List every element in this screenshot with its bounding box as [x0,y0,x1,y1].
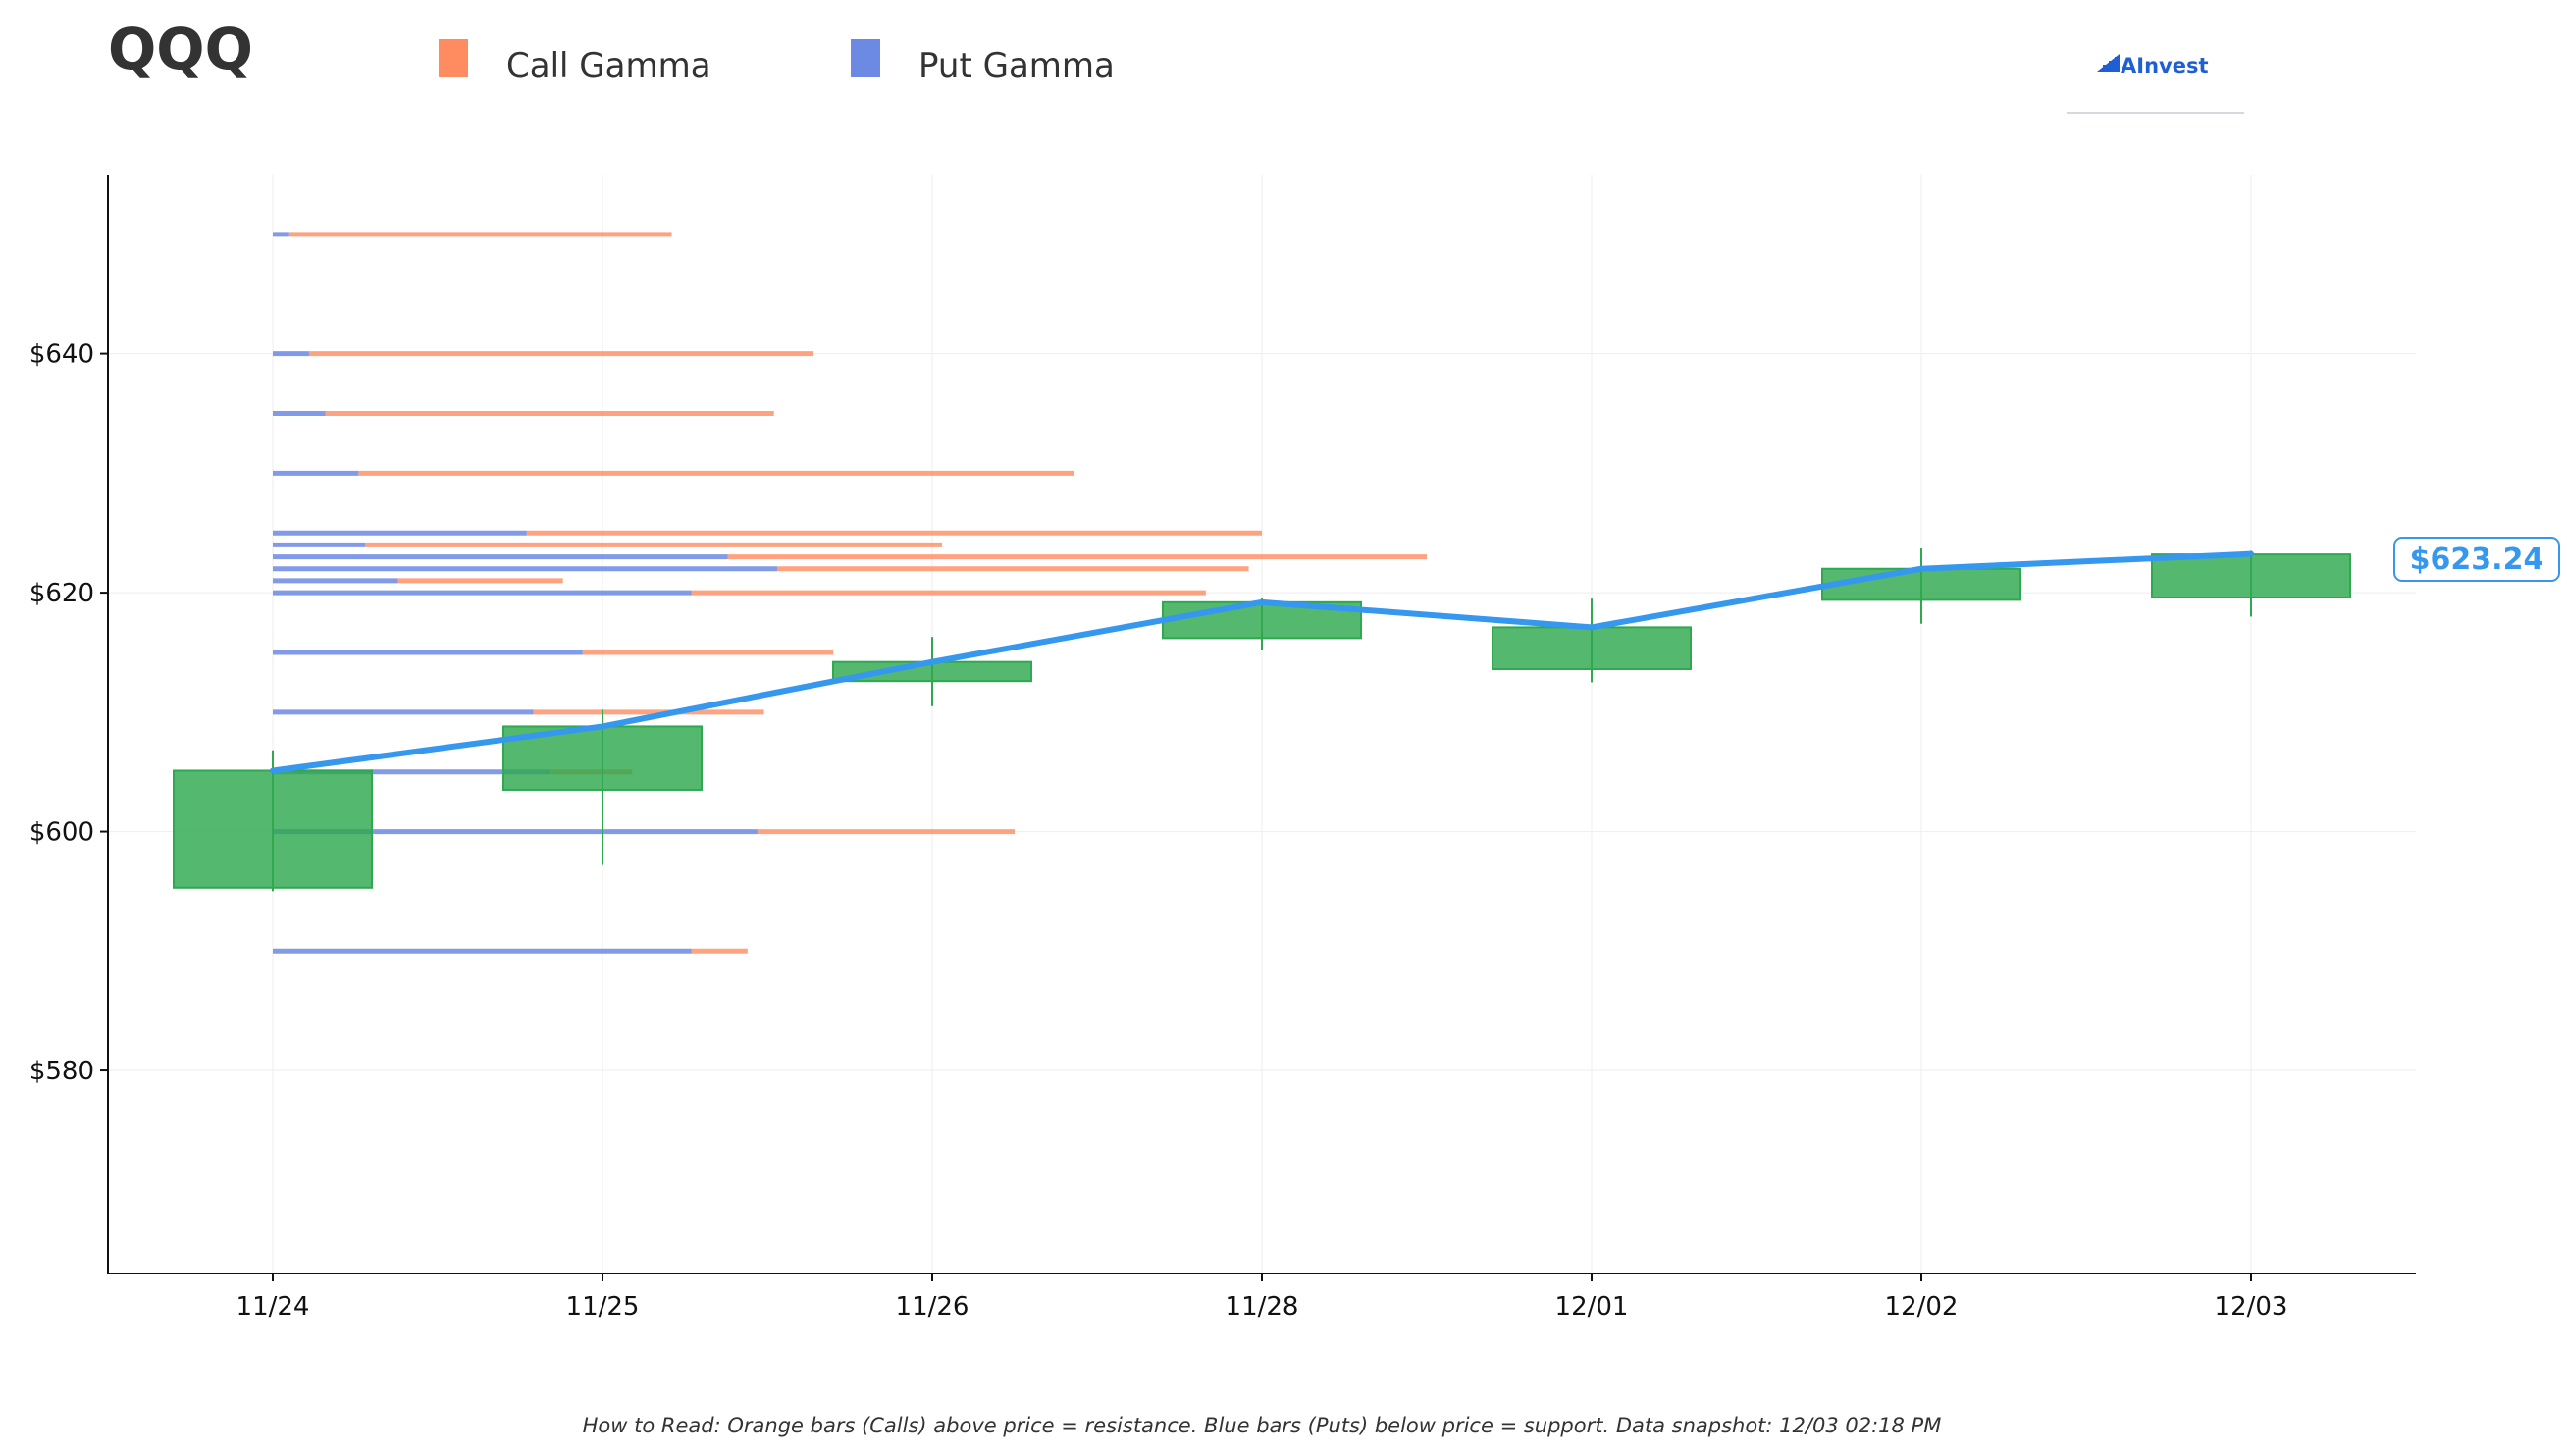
legend-put-label: Put Gamma [918,46,1115,85]
candle-body [1492,626,1692,670]
x-tick-label: 12/03 [2215,1292,2288,1322]
y-tick-label: $600 [29,818,94,848]
legend: Call Gamma Put Gamma [439,39,1115,85]
ainvest-logo: AInvest [2067,54,2244,114]
ticker-title: QQQ [108,16,253,82]
logo-text: AInvest [2121,54,2209,78]
footnote: How to Read: Orange bars (Calls) above p… [583,1414,1942,1437]
legend-call-label: Call Gamma [506,46,711,85]
last-price-label: $623.24 [2410,543,2544,577]
x-ticks: 11/24 11/25 11/26 11/28 12/01 12/02 12/03 [236,1274,2288,1322]
y-tick-label: $620 [29,579,94,608]
x-tick-label: 12/02 [1885,1292,1959,1322]
price-line [270,550,2254,774]
y-tick-label: $580 [29,1057,94,1086]
candle-body [2151,553,2351,598]
y-tick-label: $640 [29,340,94,370]
last-price-badge: $623.24 [2393,537,2560,582]
last-price-box [2393,537,2560,582]
x-tick-label: 12/01 [1555,1292,1629,1322]
x-tick-label: 11/26 [896,1292,969,1322]
legend-put-swatch [851,39,880,77]
x-tick-label: 11/24 [236,1292,310,1322]
price-line-layer [270,550,2254,774]
candle-body [173,769,373,889]
candle-body [1821,567,2021,601]
x-tick-label: 11/25 [566,1292,640,1322]
x-tick-label: 11/28 [1226,1292,1299,1322]
y-ticks: $580 $600 $620 $640 [29,340,108,1086]
grid [108,175,2416,1274]
candles [173,548,2351,892]
logo-bars-icon [2097,54,2120,72]
legend-call-swatch [439,39,468,77]
